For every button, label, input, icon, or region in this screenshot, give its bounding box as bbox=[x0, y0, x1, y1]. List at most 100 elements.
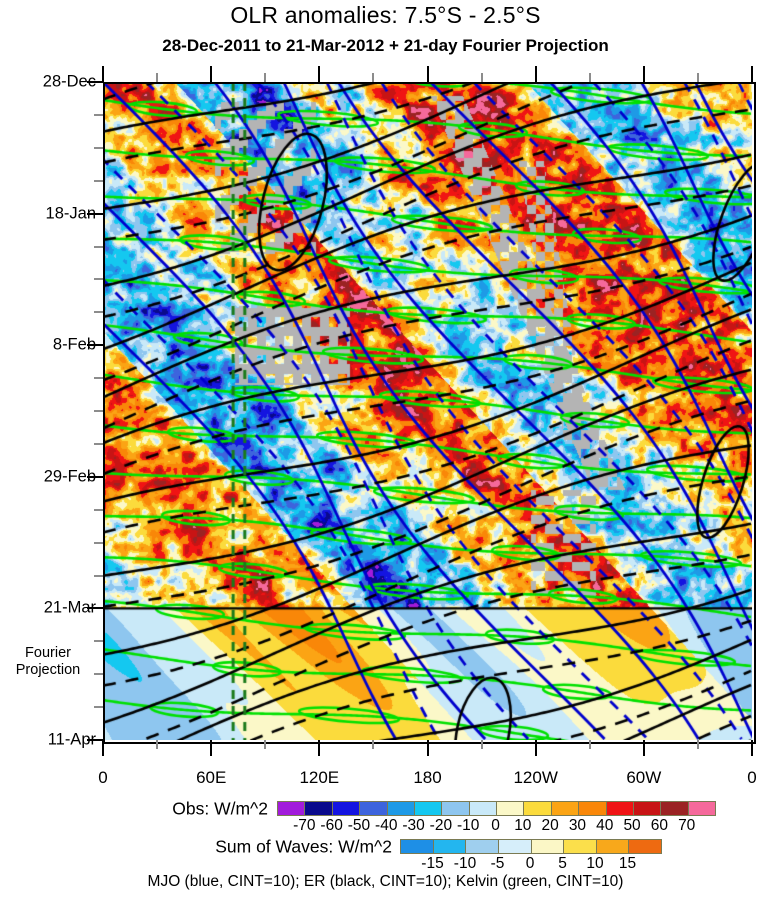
x-tick-label: 60E bbox=[196, 768, 227, 787]
colorbar-swatch bbox=[661, 802, 689, 815]
colorbar-swatch bbox=[564, 840, 597, 853]
x-major-tick bbox=[210, 740, 213, 756]
colorbar-tick-label: -10 bbox=[456, 817, 480, 834]
colorbar-swatches bbox=[277, 801, 716, 816]
colorbar-tick-label: 50 bbox=[623, 817, 641, 834]
hovmoller-plot bbox=[103, 82, 752, 740]
x-major-tick bbox=[210, 66, 213, 82]
y-axis-labels: 28-Dec 18-Jan 8-Feb 29-Feb 21-Mar 11-Apr bbox=[0, 0, 96, 899]
colorbar-swatch bbox=[497, 802, 525, 815]
colorbar-tick-label: -15 bbox=[421, 855, 444, 872]
y-tick-label: 8-Feb bbox=[52, 335, 96, 354]
y-major-tick bbox=[87, 344, 103, 347]
colorbar-tick-label: 15 bbox=[618, 855, 637, 872]
y-minor-tick bbox=[94, 179, 103, 182]
colorbar-tick-label: 5 bbox=[558, 855, 567, 872]
y-minor-tick bbox=[94, 146, 103, 149]
colorbar-swatch bbox=[596, 840, 630, 853]
colorbar-swatches bbox=[400, 839, 662, 854]
x-tick-label: 120E bbox=[299, 768, 340, 787]
colorbar-swatch bbox=[278, 802, 306, 815]
colorbar-swatch bbox=[551, 802, 580, 815]
x-major-tick bbox=[426, 740, 429, 756]
colorbar-swatch bbox=[688, 802, 715, 815]
y-minor-tick bbox=[94, 541, 103, 544]
x-major-tick bbox=[642, 740, 645, 756]
colorbar-tick-label: -70 bbox=[293, 817, 316, 834]
hovmoller-canvas bbox=[103, 82, 752, 740]
colorbar-swatch bbox=[387, 802, 415, 815]
colorbar-swatch bbox=[466, 840, 499, 853]
x-major-tick bbox=[642, 66, 645, 82]
fourier-projection-line: Projection bbox=[15, 661, 81, 678]
x-tick-label: 120W bbox=[513, 768, 558, 787]
colorbar-ticks: -70 -60 -50 -40 -30 -20 -10 0 10 20 30 40 50 60 70 bbox=[0, 817, 771, 834]
colorbar-swatch bbox=[524, 802, 552, 815]
colorbar-tick-label: 70 bbox=[678, 817, 696, 834]
colorbar-swatch bbox=[414, 802, 443, 815]
x-minor-tick bbox=[372, 740, 375, 749]
x-minor-tick bbox=[480, 73, 483, 82]
colorbar-tick-label: 10 bbox=[514, 817, 532, 834]
fourier-projection-label: Fourier Projection bbox=[0, 645, 96, 679]
y-major-tick bbox=[87, 81, 103, 83]
x-minor-tick bbox=[588, 740, 591, 749]
x-axis-labels: 0 60E 120E 180 120W 60W 0 bbox=[0, 756, 771, 787]
x-minor-tick bbox=[156, 740, 159, 749]
y-minor-tick bbox=[94, 278, 103, 281]
x-tick-label: 180 bbox=[413, 768, 442, 787]
x-major-tick bbox=[102, 740, 104, 756]
x-major-tick bbox=[534, 66, 537, 82]
x-major-tick bbox=[318, 740, 321, 756]
colorbar-swatch bbox=[332, 802, 361, 815]
y-minor-tick bbox=[94, 311, 103, 314]
colorbar-swatch bbox=[433, 840, 467, 853]
colorbar-tick-label: 10 bbox=[586, 855, 604, 872]
colorbar-tick-label: -10 bbox=[453, 855, 477, 872]
x-major-tick bbox=[318, 66, 321, 82]
y-tick-label: 18-Jan bbox=[45, 204, 96, 223]
y-minor-tick bbox=[94, 706, 103, 709]
page-subtitle: 28-Dec-2011 to 21-Mar-2012 + 21-day Four… bbox=[162, 36, 609, 55]
y-major-tick bbox=[87, 475, 103, 478]
x-minor-tick bbox=[264, 73, 267, 82]
colorbar-swatch bbox=[579, 802, 607, 815]
colorbar-swatch bbox=[629, 840, 661, 853]
colorbar-swatch bbox=[305, 802, 333, 815]
x-major-tick bbox=[426, 66, 429, 82]
y-tick-label: 11-Apr bbox=[47, 730, 96, 749]
x-major-tick bbox=[534, 740, 537, 756]
colorbar-swatch bbox=[469, 802, 497, 815]
colorbar-tick-label: 0 bbox=[525, 855, 535, 872]
colorbar-swatch bbox=[633, 802, 662, 815]
y-tick-label: 29-Feb bbox=[43, 467, 96, 486]
x-minor-tick bbox=[480, 740, 483, 749]
y-minor-tick bbox=[94, 508, 103, 511]
colorbar-tick-label: 60 bbox=[650, 817, 668, 834]
y-major-tick bbox=[87, 212, 103, 215]
y-tick-label: 28-Dec bbox=[42, 72, 96, 91]
x-minor-tick bbox=[264, 740, 267, 749]
x-major-tick bbox=[751, 66, 753, 82]
fourier-projection-line: Fourier bbox=[25, 644, 71, 661]
y-minor-tick bbox=[94, 377, 103, 380]
y-major-tick bbox=[87, 739, 103, 741]
x-minor-tick bbox=[156, 73, 159, 82]
colorbar-obs: Obs: W/m^2 -70 -60 -50 -40 -30 -20 -10 0 10 20 30 40… bbox=[0, 799, 771, 835]
colorbar-swatch bbox=[498, 840, 532, 853]
y-minor-tick bbox=[94, 245, 103, 248]
y-minor-tick bbox=[94, 410, 103, 412]
colorbar-tick-label: -50 bbox=[347, 817, 371, 834]
colorbar-swatch bbox=[531, 840, 565, 853]
y-minor-tick bbox=[94, 113, 103, 116]
colorbar-title: Sum of Waves: W/m^2 bbox=[215, 836, 392, 857]
y-major-tick bbox=[87, 607, 103, 610]
colorbar-tick-label: 20 bbox=[541, 817, 559, 834]
colorbar-tick-label: -5 bbox=[490, 855, 505, 872]
colorbar-tick-label: 0 bbox=[491, 817, 500, 834]
colorbar-swatch bbox=[401, 840, 434, 853]
y-minor-tick bbox=[94, 673, 103, 676]
colorbar-swatch bbox=[442, 802, 470, 815]
colorbar-swatch bbox=[606, 802, 634, 815]
x-minor-tick bbox=[696, 740, 699, 749]
